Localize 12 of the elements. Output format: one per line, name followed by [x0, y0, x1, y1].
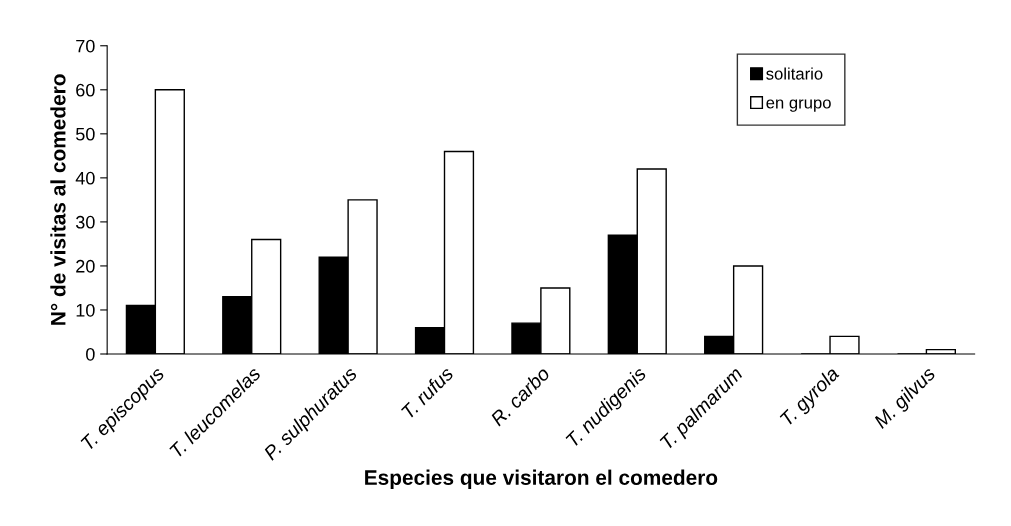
y-tick-label: 40 [75, 171, 95, 185]
x-axis-title: Especies que visitaron el comedero [365, 469, 718, 490]
y-tick-label: 10 [76, 303, 95, 317]
y-tick-label: 20 [76, 259, 95, 273]
y-axis-title: N° de visitas al comedero [50, 74, 66, 325]
y-tick-label: 0 [86, 347, 95, 361]
legend-label: en grupo [766, 99, 831, 112]
y-tick-label: 60 [76, 83, 95, 97]
y-tick-label: 50 [76, 127, 95, 141]
y-tick-label: 70 [76, 39, 95, 53]
legend-label: solitario [766, 67, 823, 80]
y-tick-label: 30 [75, 215, 95, 229]
